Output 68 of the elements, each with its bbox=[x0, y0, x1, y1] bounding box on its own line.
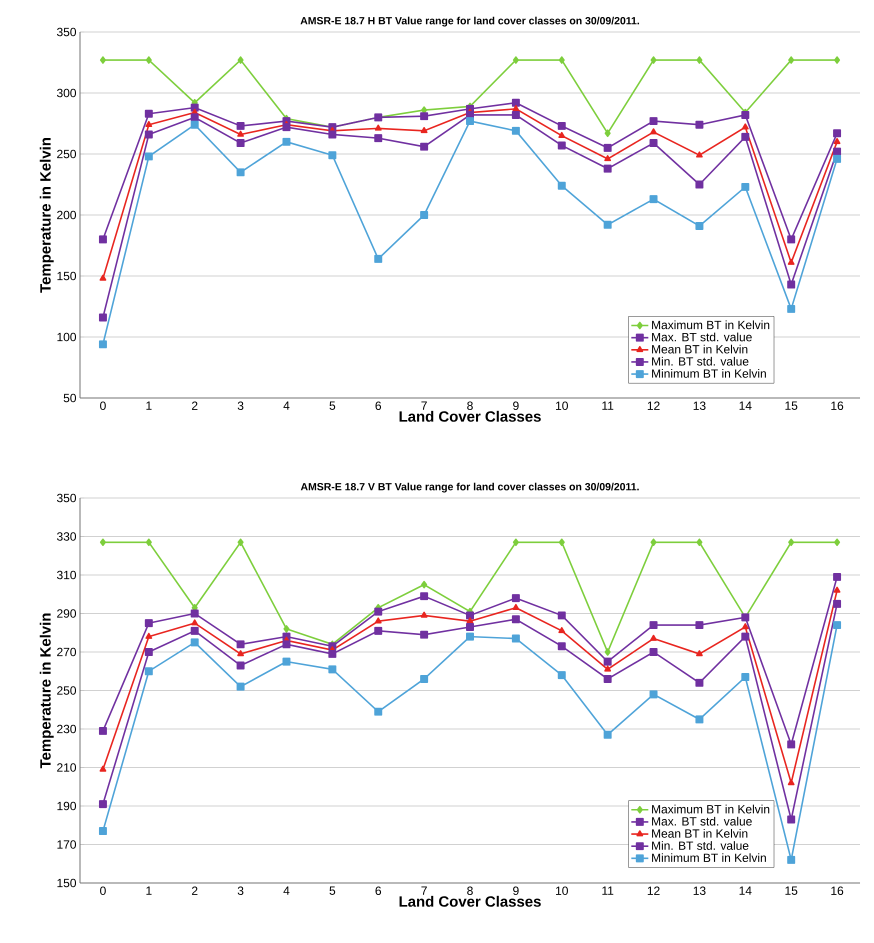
legend-label: Maximum BT in Kelvin bbox=[652, 320, 770, 330]
y-tick-label: 310 bbox=[56, 570, 76, 580]
x-tick-label: 13 bbox=[694, 886, 706, 895]
x-tick-label: 4 bbox=[283, 886, 290, 895]
x-tick-label: 15 bbox=[785, 402, 798, 410]
y-tick-label: 250 bbox=[57, 150, 76, 158]
x-tick-label: 6 bbox=[376, 886, 382, 895]
x-tick-label: 11 bbox=[602, 886, 614, 895]
x-tick-label: 3 bbox=[238, 886, 244, 895]
y-tick-label: 230 bbox=[57, 724, 76, 734]
y-axis-title: Temperature in Kelvin bbox=[40, 138, 54, 293]
x-tick-label: 14 bbox=[740, 886, 752, 895]
x-tick-label: 2 bbox=[192, 886, 198, 895]
legend-label: Maximum BT in Kelvin bbox=[652, 804, 770, 814]
x-tick-label: 6 bbox=[376, 402, 382, 410]
y-tick-label: 50 bbox=[64, 394, 76, 402]
x-tick-label: 7 bbox=[421, 886, 427, 895]
x-tick-label: 2 bbox=[192, 402, 198, 410]
legend-label: Minimum BT in Kelvin bbox=[652, 369, 766, 378]
x-tick-label: 9 bbox=[513, 886, 519, 895]
y-tick-label: 350 bbox=[56, 28, 76, 36]
legend-label: Min. BT std. value bbox=[652, 356, 748, 366]
x-tick-label: 12 bbox=[648, 886, 660, 895]
legend-label: Minimum BT in Kelvin bbox=[652, 853, 766, 862]
x-tick-label: 13 bbox=[694, 402, 706, 410]
x-tick-label: 0 bbox=[100, 402, 106, 410]
x-tick-label: 15 bbox=[785, 886, 798, 895]
x-tick-label: 10 bbox=[556, 886, 568, 895]
x-tick-label: 5 bbox=[330, 886, 336, 895]
y-tick-label: 250 bbox=[57, 686, 76, 695]
x-tick-label: 8 bbox=[467, 402, 473, 410]
chart-title: AMSR-E 18.7 H BT Value range for land cover classes on 30/09/2011. bbox=[300, 16, 640, 27]
y-tick-label: 330 bbox=[56, 532, 76, 541]
x-tick-label: 14 bbox=[740, 402, 752, 410]
legend-label: Mean BT in Kelvin bbox=[652, 344, 748, 354]
y-axis-title: Temperature in Kelvin bbox=[40, 614, 54, 768]
x-tick-label: 1 bbox=[146, 402, 152, 410]
x-tick-label: 16 bbox=[831, 886, 844, 895]
x-tick-label: 4 bbox=[283, 402, 290, 410]
y-tick-label: 100 bbox=[57, 332, 76, 342]
legend-label: Min. BT std. value bbox=[652, 841, 748, 850]
y-tick-label: 170 bbox=[57, 840, 76, 849]
x-tick-label: 16 bbox=[831, 402, 844, 410]
legend-label: Max. BT std. value bbox=[652, 816, 752, 826]
y-tick-label: 200 bbox=[57, 210, 76, 220]
x-axis-title: Land Cover Classes bbox=[400, 410, 541, 422]
y-tick-label: 150 bbox=[57, 878, 76, 888]
x-tick-label: 1 bbox=[146, 886, 152, 895]
x-tick-label: 5 bbox=[330, 402, 336, 410]
chart-title: AMSR-E 18.7 V BT Value range for land cover classes on 30/09/2011. bbox=[300, 482, 639, 493]
x-tick-label: 12 bbox=[648, 402, 660, 410]
x-tick-label: 9 bbox=[513, 402, 519, 410]
x-axis-title: Land Cover Classes bbox=[400, 896, 541, 907]
x-tick-label: 10 bbox=[556, 402, 568, 410]
y-tick-label: 290 bbox=[57, 609, 76, 618]
y-tick-label: 350 bbox=[56, 494, 76, 502]
x-tick-label: 3 bbox=[238, 402, 244, 410]
legend-label: Max. BT std. value bbox=[652, 332, 752, 342]
y-tick-label: 300 bbox=[56, 88, 76, 98]
y-tick-label: 210 bbox=[57, 763, 76, 772]
x-tick-label: 0 bbox=[100, 886, 106, 895]
y-tick-label: 270 bbox=[57, 648, 76, 656]
legend-label: Mean BT in Kelvin bbox=[652, 828, 748, 838]
x-tick-label: 11 bbox=[602, 402, 614, 410]
x-tick-label: 8 bbox=[467, 886, 473, 895]
y-tick-label: 190 bbox=[57, 802, 76, 810]
y-tick-label: 150 bbox=[57, 272, 76, 280]
x-tick-label: 7 bbox=[421, 402, 427, 410]
